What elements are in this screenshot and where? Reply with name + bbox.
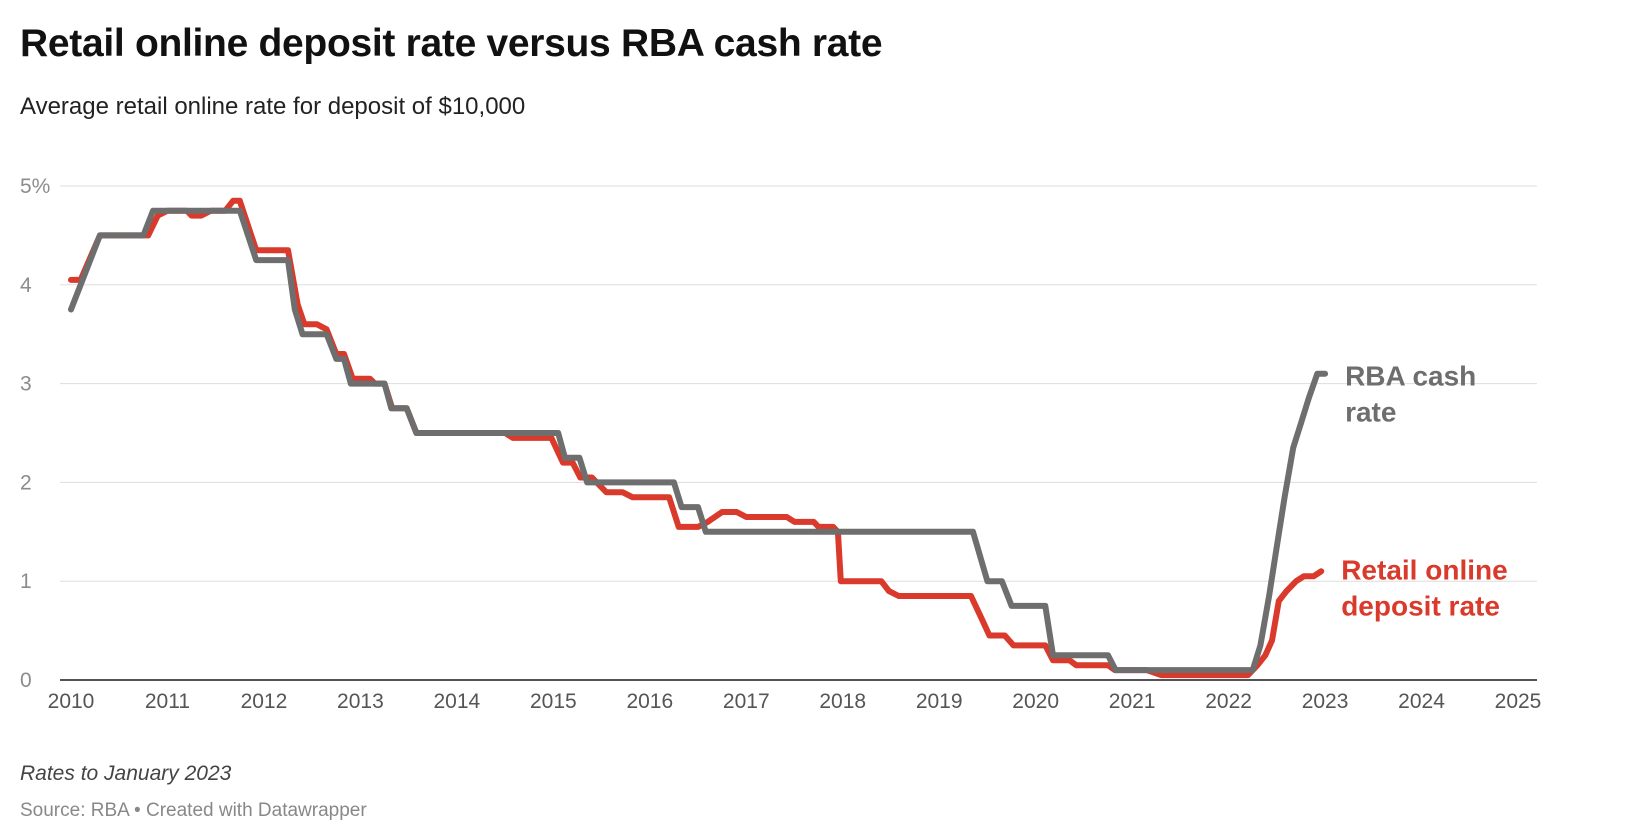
chart-subtitle: Average retail online rate for deposit o… [20, 93, 526, 120]
x-tick-label: 2018 [819, 690, 866, 713]
y-tick-label: 5% [20, 175, 50, 198]
y-axis-tick-labels: 0 1 2 3 4 5% [20, 175, 50, 692]
x-tick-label: 2025 [1495, 690, 1542, 713]
series-line-cash-rate [68, 207, 1329, 674]
chart-source: Source: RBA • Created with Datawrapper [20, 800, 367, 821]
y-tick-label: 1 [20, 570, 32, 593]
x-tick-label: 2011 [145, 690, 190, 713]
series-label-deposit-rate: Retail online deposit rate [1341, 554, 1507, 621]
x-tick-label: 2020 [1012, 690, 1059, 713]
x-tick-label: 2021 [1109, 690, 1156, 713]
y-tick-label: 0 [20, 669, 32, 692]
x-tick-label: 2014 [434, 690, 481, 713]
chart-note: Rates to January 2023 [20, 762, 232, 785]
x-tick-label: 2013 [337, 690, 384, 713]
series-label-line: RBA cash [1345, 361, 1476, 392]
x-tick-label: 2015 [530, 690, 577, 713]
chart-title: Retail online deposit rate versus RBA ca… [20, 22, 883, 65]
series-lines [68, 197, 1329, 679]
y-tick-label: 3 [20, 373, 32, 396]
x-tick-label: 2023 [1302, 690, 1349, 713]
series-label-line: Retail online [1341, 554, 1507, 585]
x-tick-label: 2016 [626, 690, 673, 713]
x-tick-label: 2017 [723, 690, 770, 713]
series-label-line: deposit rate [1341, 590, 1500, 621]
series-label-cash-rate: RBA cash rate [1345, 361, 1476, 428]
x-tick-label: 2022 [1205, 690, 1252, 713]
gridlines [60, 185, 1537, 681]
x-tick-label: 2010 [48, 690, 95, 713]
x-tick-label: 2012 [241, 690, 288, 713]
series-labels: Retail online deposit rate RBA cash rate [1341, 361, 1507, 622]
x-tick-label: 2024 [1398, 690, 1445, 713]
series-line-deposit-rate [68, 197, 1325, 679]
series-label-line: rate [1345, 397, 1396, 428]
x-axis-tick-labels: 2010 2011 2012 2013 2014 2015 2016 2017 2018 2019… [48, 690, 1542, 713]
x-tick-label: 2019 [916, 690, 963, 713]
y-tick-label: 2 [20, 471, 32, 494]
line-chart: 0 1 2 3 4 5% 2010 2011 2012 2013 2014 2015 2016 2017… [20, 175, 1542, 713]
y-tick-label: 4 [20, 274, 32, 297]
